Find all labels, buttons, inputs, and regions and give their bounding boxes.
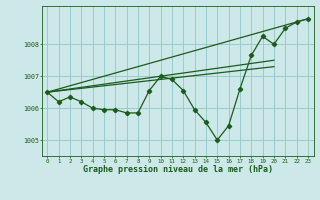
X-axis label: Graphe pression niveau de la mer (hPa): Graphe pression niveau de la mer (hPa) — [83, 165, 273, 174]
